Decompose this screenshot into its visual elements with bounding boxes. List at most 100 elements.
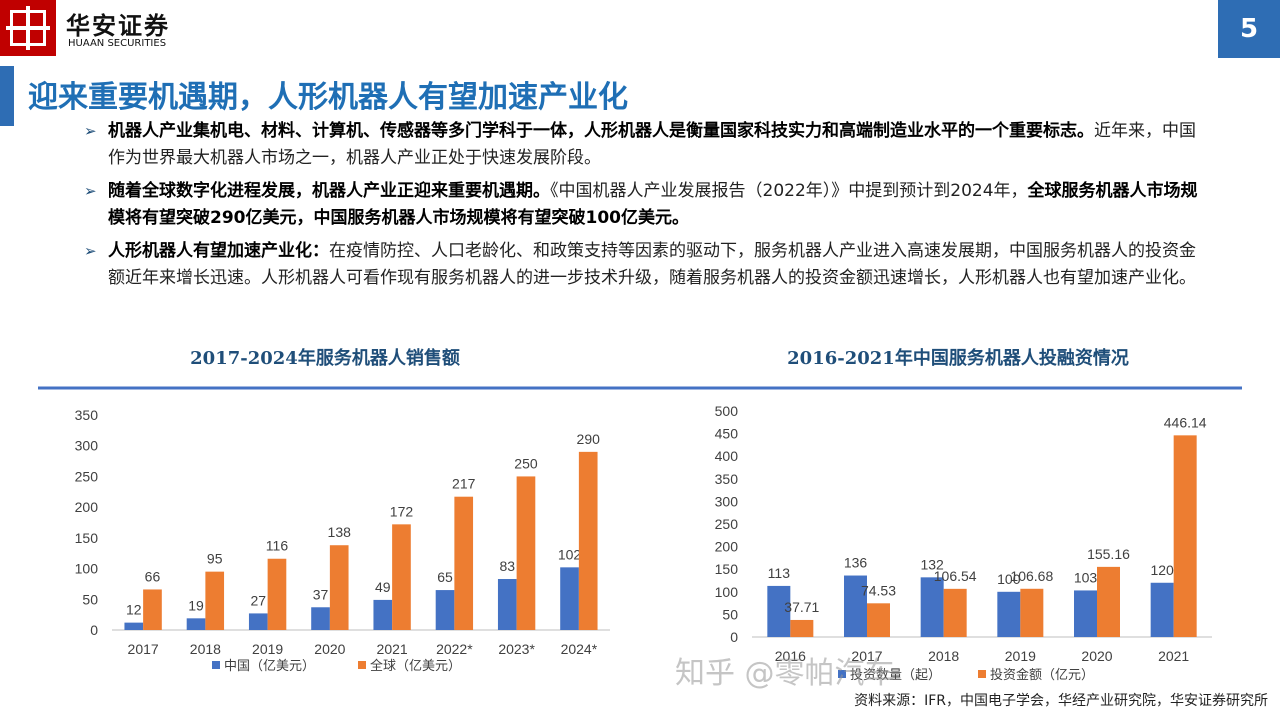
legend-swatch [838,670,846,678]
value-label: 103 [1074,569,1098,585]
y-tick-label: 100 [715,584,739,600]
bullet: 人形机器人有望加速产业化：在疫情防控、人口老龄化、和政策支持等因素的驱动下，服务… [84,238,1204,292]
x-tick-label: 2020 [314,641,345,657]
value-label: 37.71 [784,599,819,615]
value-label: 138 [328,524,352,540]
bar [454,496,474,630]
y-tick-label: 50 [82,591,98,607]
logo-mark [0,0,56,56]
bar [392,524,411,630]
bar [790,619,814,637]
slide-title: 迎来重要机遇期，人形机器人有望加速产业化 [28,80,628,115]
value-label: 95 [207,551,223,567]
legend-swatch [212,661,220,669]
value-label: 74.53 [861,582,896,598]
y-tick-label: 450 [715,426,739,442]
y-tick-label: 50 [722,606,738,622]
bar [205,571,225,630]
legend-label: 中国（亿美元） [224,658,315,673]
logo-cn: 华安证券 [66,11,170,40]
x-tick-label: 2022* [436,641,473,657]
bar [844,575,867,637]
value-label: 106.54 [934,568,977,584]
y-tick-label: 150 [715,561,739,577]
bar [867,603,890,637]
bar [1074,590,1097,637]
title-bar [0,66,14,126]
x-tick-label: 2020 [1081,648,1112,664]
y-tick-label: 0 [730,629,738,645]
bar [767,585,791,637]
y-tick-label: 200 [75,499,99,515]
legend-swatch [978,670,986,678]
bar [248,613,268,630]
x-tick-label: 2017 [851,648,882,664]
y-tick-label: 150 [75,530,99,546]
y-tick-label: 250 [75,468,99,484]
value-label: 136 [844,555,868,571]
value-label: 37 [313,586,329,602]
y-tick-label: 200 [715,539,739,555]
value-label: 49 [375,579,391,595]
bar [997,591,1021,637]
y-tick-label: 350 [715,471,739,487]
x-tick-label: 2018 [928,648,959,664]
value-label: 116 [266,538,289,554]
value-label: 100 [997,571,1021,587]
value-label: 83 [499,558,515,574]
value-label: 27 [250,592,266,608]
legend-swatch [358,661,366,669]
value-label: 12 [126,602,142,618]
value-label: 19 [188,597,204,613]
x-tick-label: 2017 [128,641,159,657]
value-label: 106.68 [1010,568,1053,584]
x-tick-label: 2023* [498,641,535,657]
watermark: 知乎 @零帕汽车 [675,656,895,691]
x-tick-label: 2021 [1158,648,1189,664]
x-tick-label: 2019 [1005,648,1036,664]
value-label: 132 [920,556,944,572]
x-tick-label: 2018 [190,641,221,657]
logo-en: HUAAN SECURITIES [68,38,167,49]
value-label: 65 [437,569,453,585]
bar [124,622,144,630]
legend-label: 投资金额（亿元） [990,667,1094,682]
bar [329,545,349,630]
bar [435,590,455,630]
y-tick-label: 250 [715,516,739,532]
value-label: 102 [558,546,582,562]
bar [516,476,536,630]
bullet: 机器人产业集机电、材料、计算机、传感器等多门学科于一体，人形机器人是衡量国家科技… [84,118,1204,172]
bar [143,589,162,630]
value-label: 446.14 [1164,414,1207,430]
text: 《中国机器人产业发展报告（2022年）》中提到预计到2024年， [550,181,1028,201]
x-tick-label: 2024* [561,641,598,657]
bar [560,567,579,630]
y-tick-label: 0 [90,622,98,638]
bar [1150,582,1174,637]
bar [920,577,944,637]
bar [943,588,967,637]
value-label: 217 [452,476,476,492]
text: 在疫情防控、人口老龄化、和政策支持等因素的驱动下，服务机器人产业进入高速发展期，… [108,241,1196,288]
chart-title: 2017-2024年服务机器人销售额 [190,347,460,369]
x-tick-label: 2019 [252,641,283,657]
y-tick-label: 350 [75,407,99,423]
x-tick-label: 2016 [775,648,806,664]
value-label: 155.16 [1087,546,1130,562]
y-tick-label: 300 [75,438,99,454]
source-note: 资料来源：IFR，中国电子学会，华经产业研究院，华安证券研究所 [854,693,1268,709]
legend-label: 投资数量（起） [850,667,941,682]
bullet: 随着全球数字化进程发展，机器人产业正迎来重要机遇期。《中国机器人产业发展报告（2… [84,178,1204,232]
text: 近年来，中国作为世界最大机器人市场之一，机器人产业正处于快速发展阶段。 [108,121,1196,168]
page-number: 5 [1218,0,1280,58]
bold-text: 机器人产业集机电、材料、计算机、传感器等多门学科于一体，人形机器人是衡量国家科技… [108,121,1094,141]
bar [267,558,287,630]
chart-title: 2016-2021年中国服务机器人投融资情况 [787,347,1129,369]
legend-label: 全球（亿美元） [370,658,461,673]
value-label: 250 [514,455,538,471]
value-label: 66 [145,568,161,584]
bold-text: 随着全球数字化进程发展，机器人产业正迎来重要机遇期。 [108,181,550,201]
